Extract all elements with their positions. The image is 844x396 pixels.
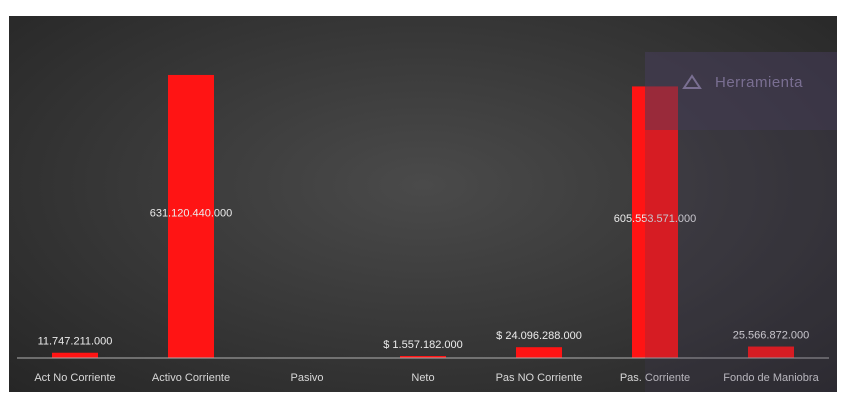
data-label: $ 1.557.182.000 — [383, 339, 463, 351]
bar-1 — [168, 74, 214, 359]
bar-6 — [748, 346, 794, 358]
x-tick-label: Fondo de Maniobra — [723, 372, 819, 384]
x-tick-label: Activo Corriente — [152, 372, 230, 384]
x-tick-label: Act No Corriente — [34, 372, 115, 384]
watermark-logo-icon — [682, 74, 702, 89]
data-label: 25.566.872.000 — [733, 330, 809, 342]
data-label: $ 24.096.288.000 — [496, 330, 582, 342]
data-label: 605.553.571.000 — [614, 213, 697, 225]
bar-3 — [400, 356, 446, 358]
x-tick-label: Pas NO Corriente — [496, 372, 583, 384]
watermark: Herramienta — [645, 52, 837, 130]
watermark-text: Herramienta — [715, 74, 804, 91]
data-label: 11.747.211.000 — [38, 336, 113, 348]
bar-4 — [516, 347, 562, 358]
x-tick-label: Pas. Corriente — [620, 372, 690, 384]
watermark-shade — [645, 130, 837, 392]
data-label: 631.120.440.000 — [150, 207, 233, 219]
bar-0 — [52, 352, 98, 358]
chart-frame: Act No Corriente Activo Corriente Pasivo Ne… — [9, 16, 837, 392]
bar-chart: Act No Corriente Activo Corriente Pasivo Ne… — [17, 74, 829, 384]
x-tick-label: Neto — [411, 372, 434, 384]
bar-5 — [632, 86, 678, 358]
x-tick-label: Pasivo — [290, 372, 323, 384]
